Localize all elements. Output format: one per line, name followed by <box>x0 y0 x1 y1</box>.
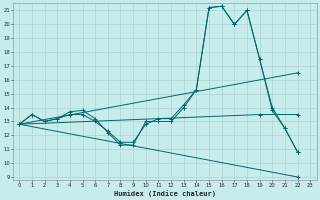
X-axis label: Humidex (Indice chaleur): Humidex (Indice chaleur) <box>114 190 216 197</box>
